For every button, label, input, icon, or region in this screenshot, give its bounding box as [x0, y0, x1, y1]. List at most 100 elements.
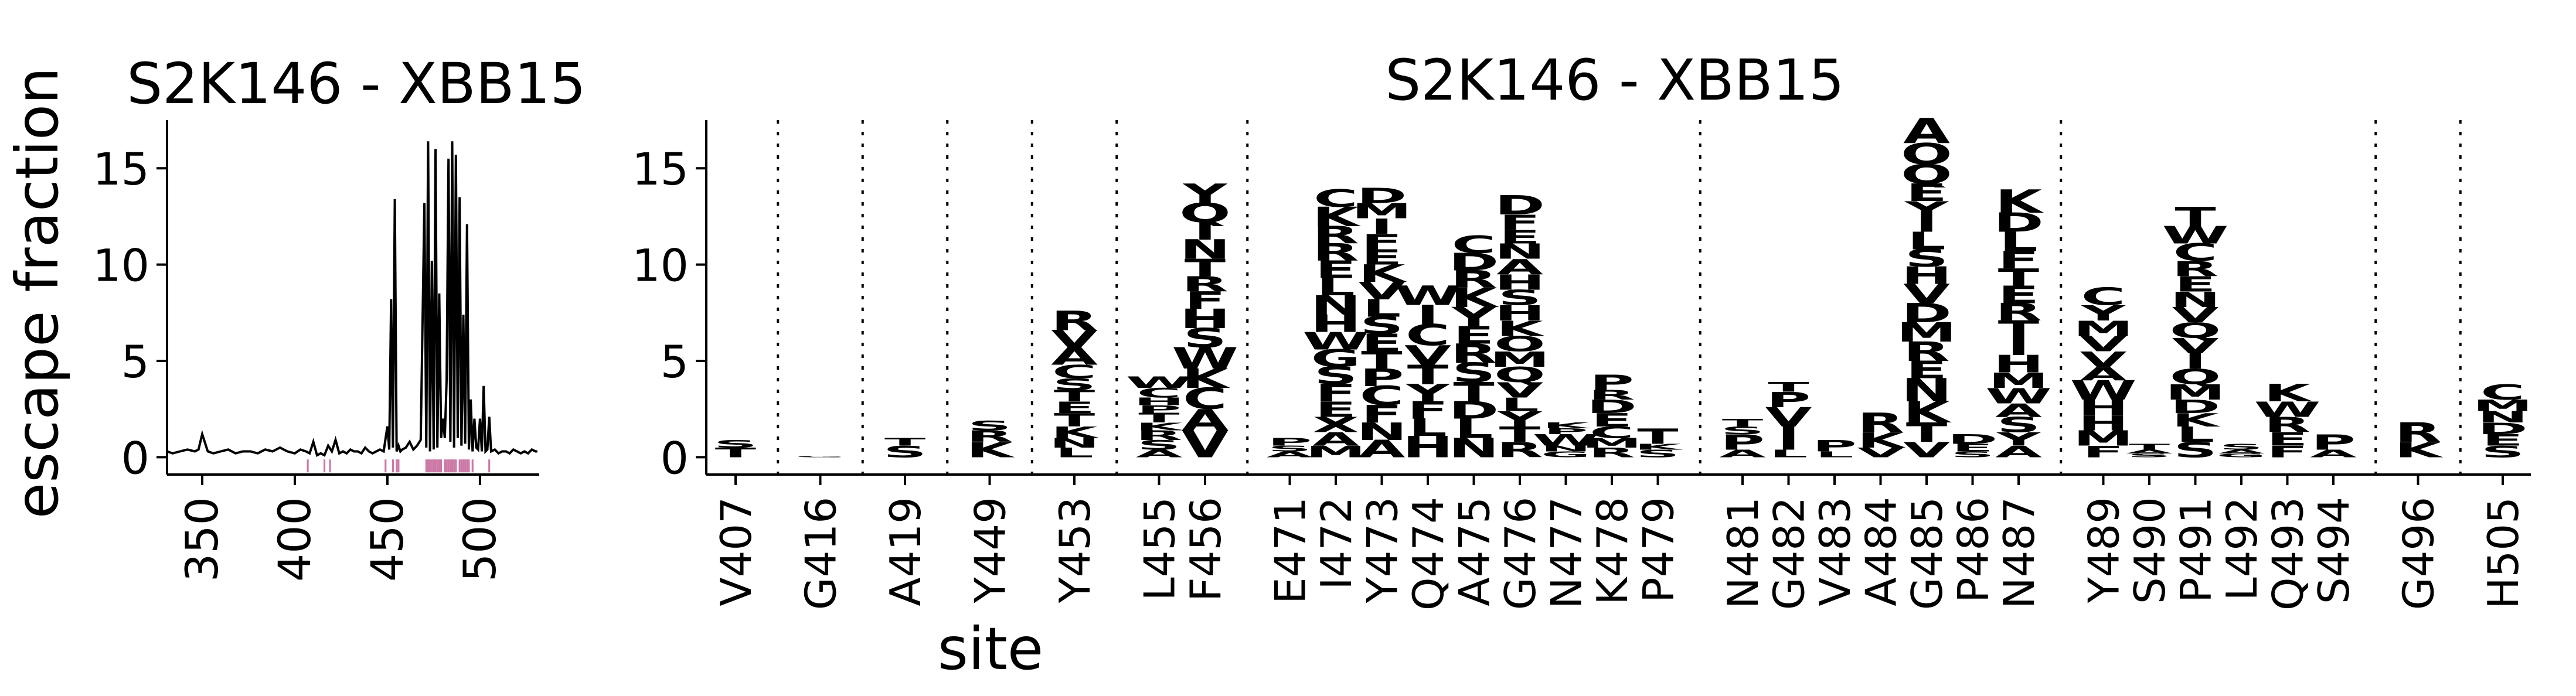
highlight-site-mark — [433, 459, 435, 473]
logo-letter: E — [1906, 356, 1947, 384]
logo-letter: N — [1901, 373, 1952, 409]
logo-letter: C — [2480, 380, 2525, 405]
logo-letter: K — [1312, 202, 1362, 233]
site-tick-label: E471 — [1266, 497, 1315, 604]
logo-letter: E — [2175, 272, 2216, 297]
logo-letter: S — [1721, 424, 1764, 436]
site-tick-label: P486 — [1949, 497, 1998, 603]
site-tick-label: P479 — [1634, 497, 1683, 603]
highlight-site-mark — [451, 459, 454, 473]
logo-letter: W — [2162, 221, 2229, 249]
logo-letter: Y — [1405, 380, 1451, 407]
logo-letter: W — [1126, 373, 1193, 392]
logo-letter: Q — [2170, 364, 2221, 389]
logo-letter: K — [1635, 442, 1684, 452]
logo-letter: R — [1136, 428, 1182, 443]
logo-letter: L — [1769, 448, 1808, 460]
logo-letter: C — [1313, 185, 1358, 213]
logo-letter: Y — [2081, 301, 2126, 326]
site-line-panel: S2K146 - XBB15 0 5 10 15 350 400 450 500 — [93, 51, 586, 582]
logo-letter: N — [1540, 444, 1591, 453]
highlight-site-mark — [427, 459, 430, 473]
site-tick-label: A484 — [1857, 497, 1906, 606]
logo-letter: S — [1053, 375, 1096, 394]
logo-letter: C — [1590, 423, 1634, 442]
logo-letter: R — [1312, 221, 1359, 249]
logo-letter: E — [1998, 281, 2039, 309]
logo-letter: I — [1777, 421, 1799, 457]
logo-letter: D — [1587, 395, 1637, 417]
highlight-site-mark — [440, 459, 443, 473]
logo-letter: S — [1905, 245, 1948, 272]
logo-letter: P — [2311, 430, 2356, 455]
logo-letter: T — [1054, 409, 1095, 431]
logo-letter: T — [884, 436, 926, 448]
left-y-tick-label: 10 — [93, 240, 149, 292]
logo-letter: T — [1054, 387, 1095, 405]
logo-letter: F — [1315, 380, 1356, 407]
logo-letter: K — [1182, 363, 1231, 394]
logo-letter: D — [1993, 207, 2044, 238]
logo-letter: A — [2080, 363, 2127, 385]
logo-letter: E — [1361, 329, 1402, 357]
logo-letter: K — [967, 438, 1016, 462]
logo-letter: C — [2173, 239, 2218, 267]
left-panel-title: S2K146 - XBB15 — [127, 51, 586, 117]
site-tick-label: L455 — [1135, 497, 1185, 601]
escape-fraction-line — [166, 141, 537, 458]
site-tick-label: P491 — [2172, 497, 2221, 603]
logo-letter: G — [1541, 450, 1591, 459]
logo-letter: K — [1496, 316, 1546, 341]
logo-letter: S — [714, 438, 757, 450]
site-tick-label: F456 — [1181, 497, 1230, 602]
logo-letter: D — [1495, 190, 1545, 221]
logo-letter: K — [1451, 282, 1500, 313]
site-tick-label: A475 — [1450, 497, 1499, 606]
logo-letter: H — [1134, 395, 1184, 408]
highlight-site-mark — [488, 459, 491, 473]
logo-letter: C — [1452, 231, 1496, 259]
logo-letter: A — [1359, 435, 1406, 463]
left-x-tick-label: 500 — [454, 497, 506, 582]
logo-letter: E — [1453, 322, 1494, 349]
site-tick-label: Y449 — [966, 497, 1015, 603]
logo-letter: L — [1408, 414, 1447, 442]
highlight-site-mark — [434, 459, 437, 473]
site-tick-label: V483 — [1811, 497, 1860, 606]
logo-letter: T — [1361, 347, 1403, 374]
logo-letter: F — [2267, 442, 2308, 461]
logo-letter: W — [2254, 397, 2321, 422]
logo-stack-v483: LP — [1812, 436, 1857, 459]
logo-letter: R — [2264, 413, 2310, 438]
logo-letter: P — [1137, 403, 1182, 415]
logo-letter: D — [2170, 395, 2221, 417]
site-tick-label: A419 — [881, 497, 930, 606]
site-tick-label: K478 — [1588, 497, 1637, 605]
highlight-site-mark — [444, 459, 446, 473]
logo-letter: D — [1901, 298, 1952, 329]
logo-letter: Y — [1904, 197, 1949, 221]
logo-letter: D — [1449, 248, 1499, 276]
logo-letter: K — [1543, 421, 1592, 431]
right-y-tick-label: 0 — [661, 432, 689, 484]
logo-stack-l492: GAS — [2217, 442, 2267, 459]
logo-letter: R — [1588, 387, 1635, 402]
logo-letter: A — [1719, 448, 1766, 460]
logo-letter: N — [1448, 433, 1499, 464]
logo-letter: C — [1137, 385, 1182, 401]
logo-stack-p479: SKT — [1635, 424, 1684, 460]
logo-letter: L — [1055, 445, 1094, 460]
logo-letter: M — [1897, 317, 1957, 348]
logo-letter: I — [1417, 300, 1439, 331]
site-tick-label: N477 — [1542, 497, 1591, 609]
highlight-site-mark — [396, 459, 398, 473]
